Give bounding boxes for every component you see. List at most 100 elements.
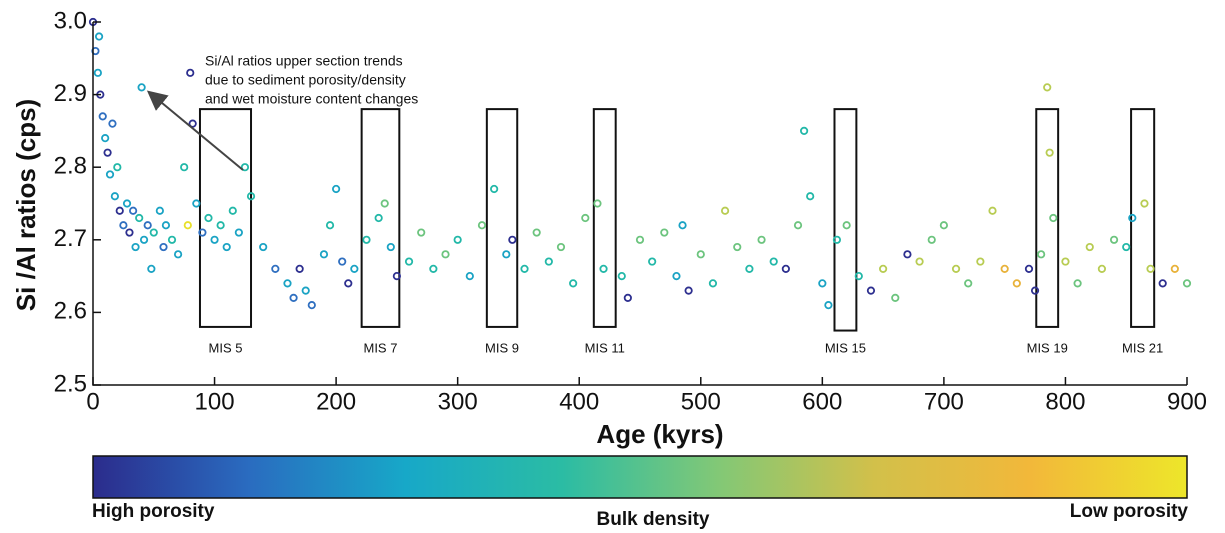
point [581,213,590,223]
mis-box [1130,108,1156,328]
mis-label: MIS 19 [1027,340,1068,355]
point [94,32,104,41]
x-tick-label: 700 [924,388,964,415]
annotation-arrow [146,90,244,171]
point [289,293,298,302]
point [1085,242,1094,252]
mis-label: MIS 5 [209,340,243,355]
point [733,242,742,252]
point [216,221,225,230]
point [307,301,316,310]
point [404,257,414,266]
point [91,46,100,56]
point [660,228,669,237]
point [246,192,256,201]
annotation-line: and wet moisture content changes [205,91,418,107]
point [417,228,426,237]
point [1182,279,1192,288]
mis-box [592,108,617,328]
point [180,163,189,172]
point [259,242,268,252]
mis-label: MIS 21 [1122,340,1163,355]
point [103,148,112,157]
point [139,235,149,244]
point [1109,235,1119,244]
colorbar [92,455,1188,499]
point [806,192,815,201]
point [617,271,626,281]
point [799,126,809,135]
mis-label: MIS 11 [585,340,625,355]
point [234,228,243,237]
point [635,235,645,244]
point [903,250,912,259]
point [113,163,122,172]
point [101,134,110,143]
point [1097,264,1107,273]
point [708,279,718,288]
colorbar-title: Bulk density [597,509,710,530]
point [532,228,541,237]
point [110,192,119,201]
point [374,213,383,223]
point [939,221,948,230]
point [1146,264,1155,273]
point [210,235,219,244]
point [490,184,499,194]
point [593,199,602,208]
point [927,235,936,244]
point [155,206,164,215]
point [745,264,754,273]
point [392,271,401,281]
point [98,112,107,121]
point [1158,279,1167,288]
point [1128,213,1137,223]
point [1030,286,1040,295]
point [757,235,766,244]
mis-label: MIS 15 [825,340,866,355]
point [137,83,146,92]
point [854,271,863,281]
point [818,279,827,288]
y-tick-label: 2.8 [54,153,87,180]
y-tick-label: 2.9 [54,80,87,107]
point [204,213,213,223]
point [332,184,341,194]
mis-label: MIS 9 [485,340,519,355]
mis-box [485,108,519,328]
point [842,221,851,230]
y-axis-title: Si /Al ratios (cps) [11,99,41,311]
point [1024,264,1034,273]
point [824,301,833,310]
point [188,119,197,128]
point [678,221,687,230]
point [240,163,250,172]
point [338,257,347,266]
point [108,119,117,128]
point [477,221,487,230]
point [186,68,195,77]
point [386,242,395,252]
point [1045,148,1054,157]
y-tick-label: 2.6 [54,298,87,325]
mis-box [198,108,253,328]
point [1000,264,1009,273]
x-tick-label: 100 [195,388,235,415]
point [167,235,177,244]
point [1037,250,1046,259]
point [228,206,237,215]
x-tick-label: 800 [1045,388,1085,415]
point [129,206,138,215]
colorbar-high-label: Low porosity [1070,501,1189,522]
point [283,279,292,288]
point [684,286,693,295]
point [976,257,985,266]
annotation-line: due to sediment porosity/density [205,72,406,88]
point [301,286,310,295]
point [569,279,578,288]
point [362,235,371,244]
point [915,257,924,266]
point [115,206,124,215]
y-tick-label: 2.7 [54,225,87,252]
point [1122,242,1131,252]
